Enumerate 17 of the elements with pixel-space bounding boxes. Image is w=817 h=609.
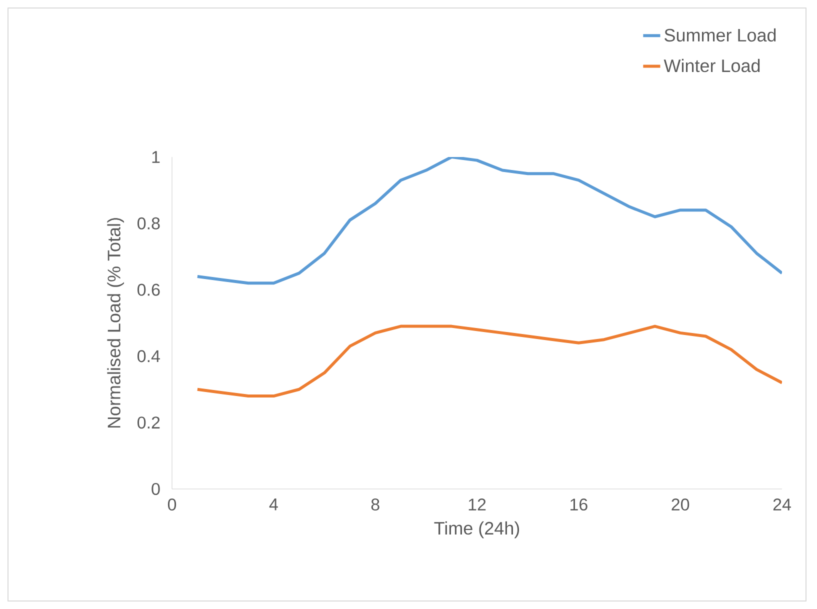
x-tick-label: 4 (269, 498, 278, 510)
y-axis-title: Normalised Load (% Total) (107, 218, 124, 428)
y-tick-label: 0.6 (138, 284, 160, 296)
y-tick-label: 0.4 (138, 350, 160, 362)
legend-label: Summer Load (664, 28, 776, 42)
y-tick-label: 1 (152, 151, 160, 163)
x-tick-label: 20 (672, 498, 690, 511)
x-tick-label: 12 (468, 498, 486, 510)
x-axis-title: Time (24h) (434, 521, 520, 538)
y-tick-label: 0.8 (138, 217, 160, 230)
y-tick-label: 0 (152, 482, 160, 496)
x-tick-label: 16 (570, 498, 588, 511)
legend-label: Winter Load (664, 58, 760, 72)
y-tick-label: 0.2 (138, 416, 160, 429)
x-tick-label: 8 (371, 498, 380, 511)
x-tick-label: 0 (168, 498, 176, 511)
x-tick-label: 24 (773, 498, 791, 510)
